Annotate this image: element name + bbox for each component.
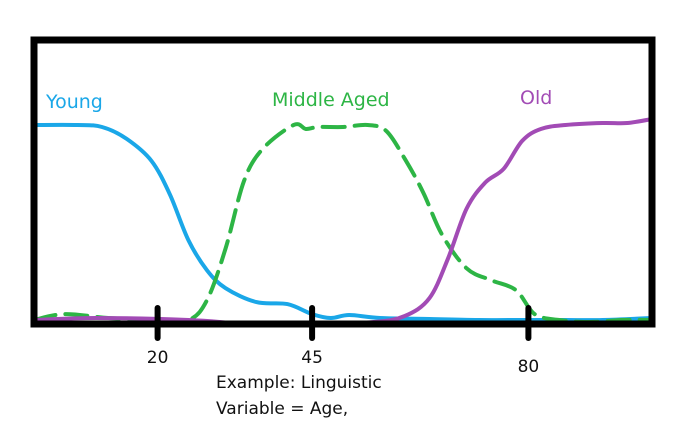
series-line-middle-aged: [32, 122, 654, 324]
series-line-old: [32, 117, 654, 327]
x-tick-label-80: 80: [518, 357, 540, 377]
x-tick-label-20: 20: [147, 348, 169, 368]
caption-line-2: Variable = Age,: [216, 399, 349, 419]
caption-line-1: Example: Linguistic: [216, 373, 382, 393]
series-label-young: Young: [45, 91, 103, 113]
x-tick-label-45: 45: [301, 348, 323, 368]
tick-layer: 20 45 80: [147, 305, 540, 377]
plot-frame: [30, 36, 656, 328]
series-label-old: Old: [520, 87, 552, 109]
label-layer: Young Middle Aged Old: [45, 87, 552, 113]
series-layer: [32, 117, 654, 327]
series-line-young: [32, 122, 654, 323]
caption: Example: Linguistic Variable = Age,: [216, 370, 382, 422]
series-label-middle-aged: Middle Aged: [272, 89, 390, 111]
